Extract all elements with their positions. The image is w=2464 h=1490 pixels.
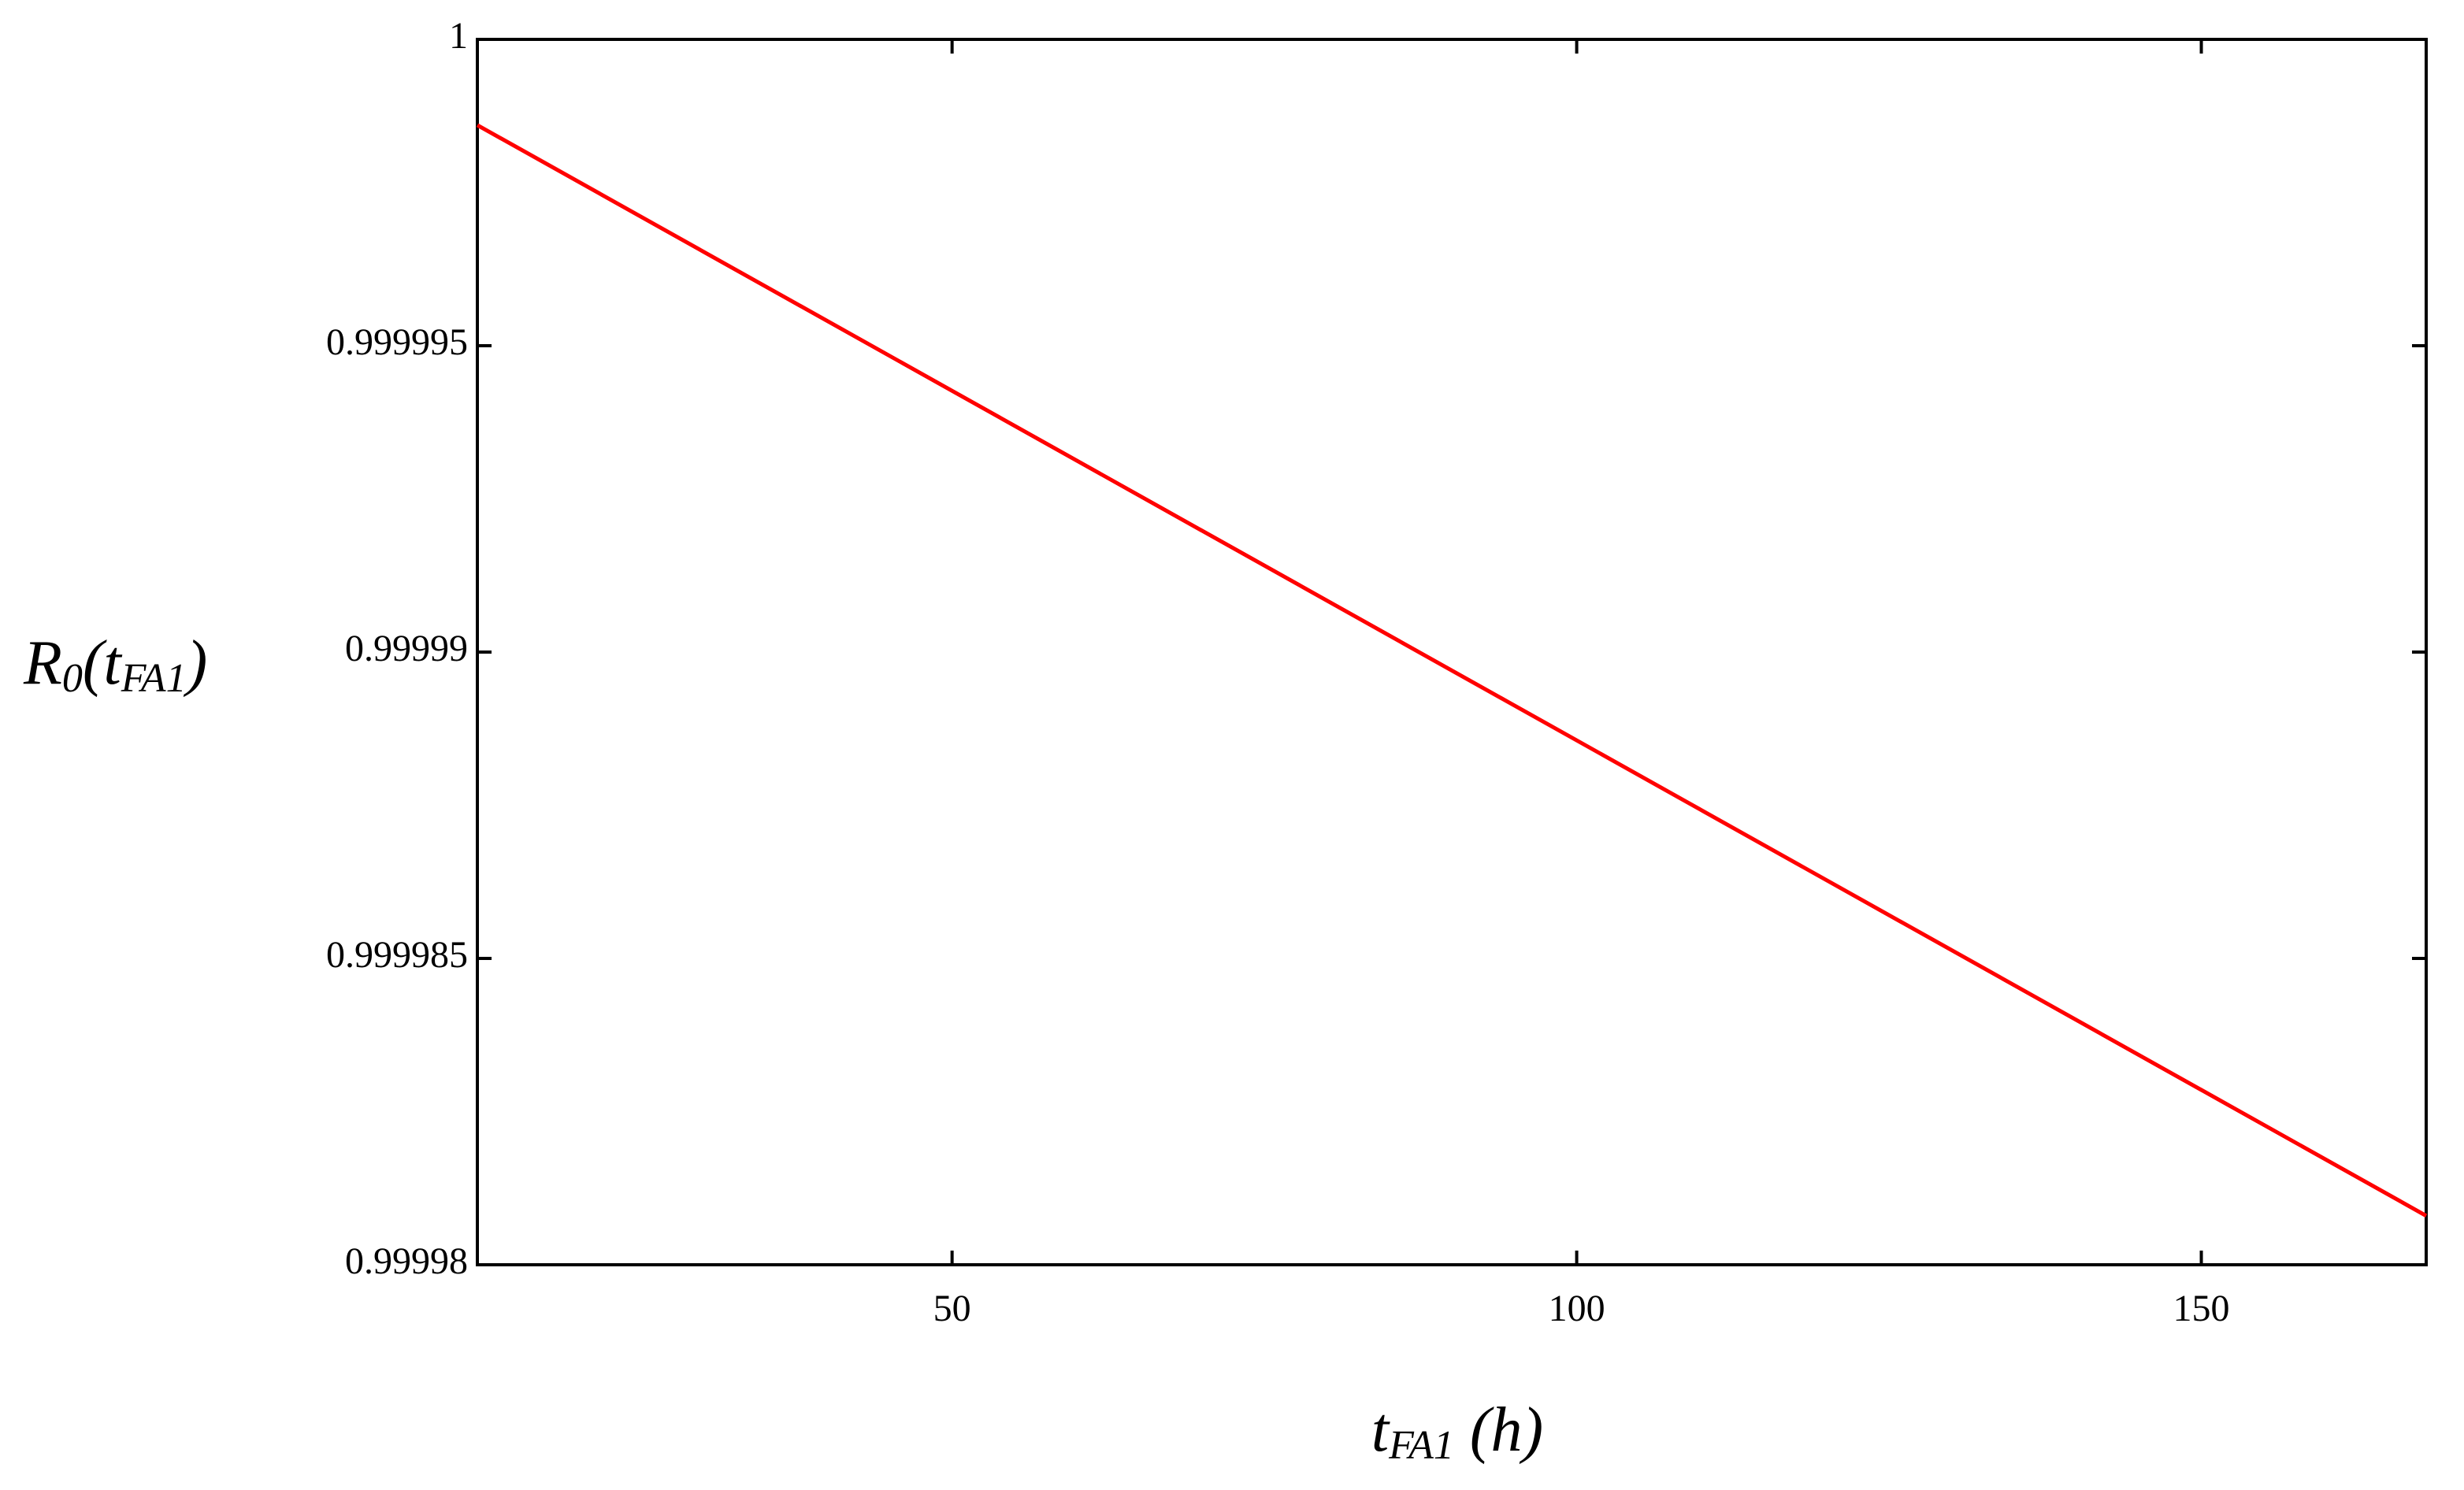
x-axis-label: tFA1 (h) — [1371, 1395, 1543, 1468]
label-part: (t — [83, 628, 123, 698]
label-part: (h) — [1454, 1395, 1543, 1465]
y-tick-label: 0.99999 — [345, 628, 468, 669]
data-line — [476, 123, 2428, 1218]
x-tick-label: 100 — [1549, 1288, 1605, 1329]
x-tick-label: 150 — [2173, 1288, 2230, 1329]
label-part: R — [23, 628, 62, 698]
label-part: FA1 — [1388, 1423, 1454, 1468]
label-part: t — [1371, 1395, 1390, 1465]
y-tick-label: 1 — [449, 15, 468, 57]
label-part: ) — [184, 628, 208, 698]
label-part: FA1 — [121, 656, 187, 701]
x-tick-label: 50 — [933, 1288, 971, 1329]
y-tick-label: 0.99998 — [345, 1240, 468, 1282]
y-tick-label: 0.999985 — [326, 934, 468, 976]
label-part: 0 — [62, 656, 83, 701]
plot-frame — [476, 38, 2428, 1266]
y-tick-label: 0.999995 — [326, 321, 468, 363]
y-axis-label: R0(tFA1) — [23, 628, 207, 701]
